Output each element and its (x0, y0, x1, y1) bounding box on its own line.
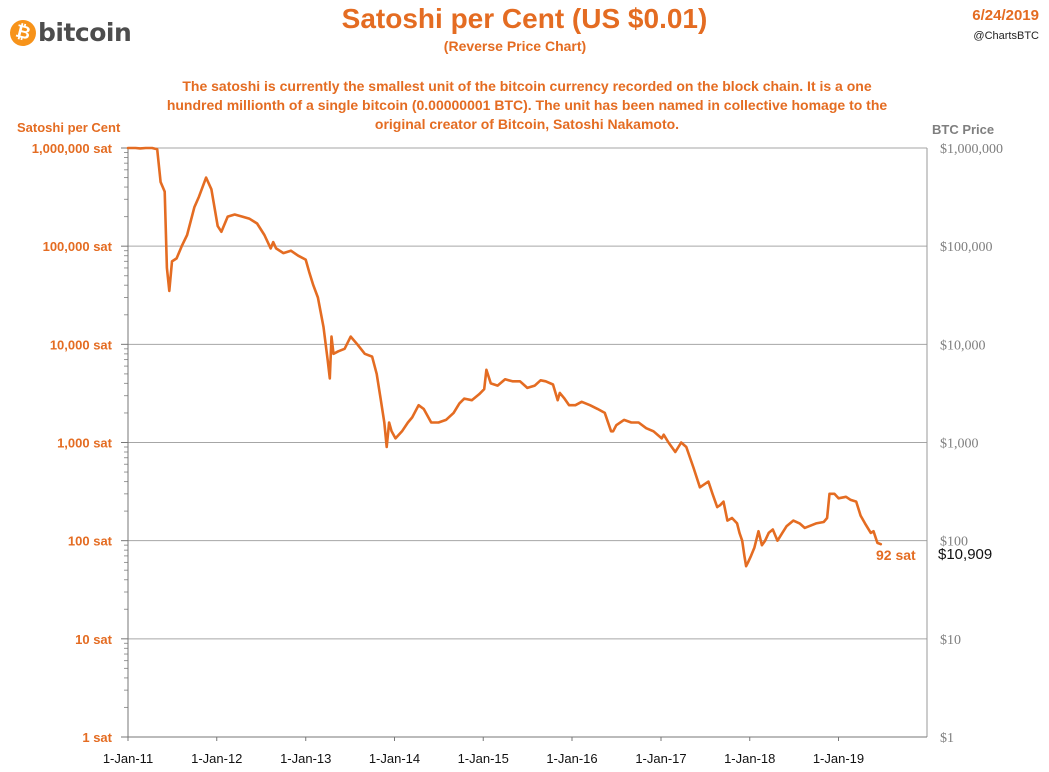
y-tick-label-right: $1 (940, 731, 954, 746)
y-tick-label-left: 10 sat (75, 632, 113, 647)
y-tick-label-left: 1 sat (82, 730, 112, 745)
y-tick-label-left: 10,000 sat (50, 337, 113, 352)
y-tick-label-left: 100 sat (68, 534, 113, 549)
bitcoin-logo-text: bitcoin (38, 18, 132, 47)
y-axis-label-right: BTC Price (932, 122, 995, 137)
axes (121, 147, 928, 741)
grid-lines (128, 147, 927, 738)
x-tick-label: 1-Jan-15 (458, 751, 509, 766)
x-tick-label: 1-Jan-16 (546, 751, 597, 766)
series-line (126, 146, 883, 568)
x-tick-label: 1-Jan-11 (103, 751, 153, 766)
y-axis-label-left: Satoshi per Cent (17, 120, 121, 135)
x-ticks: 1-Jan-11 1-Jan-12 1-Jan-13 1-Jan-14 1-Jan-15… (103, 751, 864, 766)
y-tick-label-right: $10,000 (940, 338, 986, 353)
x-tick-label: 1-Jan-12 (191, 751, 242, 766)
y-tick-label-right: $100 (940, 535, 968, 550)
bitcoin-logo: ₿ bitcoin (7, 16, 132, 49)
y-tick-label-right: $1,000,000 (940, 142, 1003, 157)
chart-date: 6/24/2019 (972, 7, 1039, 24)
chart-title: Satoshi per Cent (US $0.01) (341, 3, 708, 34)
y-tick-label-right: $10 (940, 633, 961, 648)
author-handle: @ChartsBTC (973, 30, 1039, 42)
series-group (126, 146, 883, 568)
x-tick-label: 1-Jan-19 (813, 751, 864, 766)
y-tick-label-left: 1,000,000 sat (32, 141, 113, 156)
y-tick-label-left: 100,000 sat (43, 239, 113, 254)
x-tick-label: 1-Jan-17 (635, 751, 686, 766)
x-tick-label: 1-Jan-13 (280, 751, 331, 766)
y-tick-label-left: 1,000 sat (57, 436, 113, 451)
y-tick-label-right: $1,000 (940, 437, 979, 452)
x-tick-label: 1-Jan-18 (724, 751, 775, 766)
chart-subtitle: (Reverse Price Chart) (443, 38, 587, 54)
chart-description: The satoshi is currently the smallest un… (166, 78, 888, 132)
y-ticks-left: 1 sat 10 sat 100 sat 1,000 sat 10,000 sat 100… (32, 141, 113, 745)
last-price-label: $10,909 (938, 546, 992, 563)
y-tick-label-right: $100,000 (940, 240, 993, 255)
last-value-label: 92 sat (876, 547, 916, 563)
x-tick-label: 1-Jan-14 (369, 751, 420, 766)
y-ticks-right: $1 $10 $100 $1,000 $10,000 $100,000 $1,000,000 (940, 142, 1003, 746)
